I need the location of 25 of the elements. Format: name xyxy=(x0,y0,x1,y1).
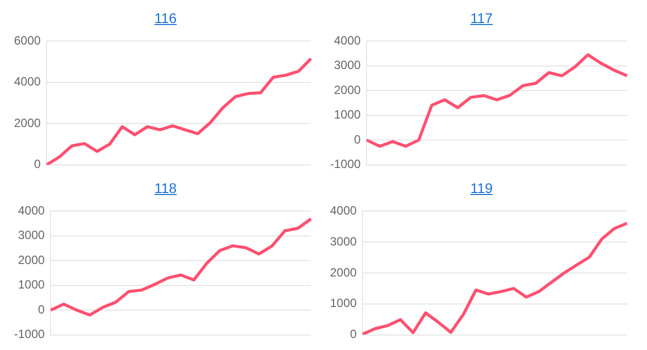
y-tick-label: 3000 xyxy=(330,234,358,248)
y-tick-label: 1000 xyxy=(334,108,362,122)
y-tick-label: 4000 xyxy=(334,34,362,48)
chart-title: 117 xyxy=(469,9,494,28)
y-tick-label: 3000 xyxy=(18,228,46,242)
y-tick-label: 1000 xyxy=(18,278,46,292)
y-tick-label: 0 xyxy=(38,302,46,316)
chart-title: 116 xyxy=(153,9,178,28)
y-tick-label: 6000 xyxy=(14,34,42,48)
y-tick-label: 0 xyxy=(354,132,362,146)
y-tick-label: 4000 xyxy=(330,204,358,218)
y-tick-label: 0 xyxy=(34,157,42,172)
y-tick-label: 2000 xyxy=(330,265,358,280)
y-tick-label: 0 xyxy=(350,327,358,342)
y-tick-label: 4000 xyxy=(18,204,46,218)
y-tick-label: -1000 xyxy=(14,327,46,342)
y-tick-label: 2000 xyxy=(14,116,42,130)
chart-title: 119 xyxy=(469,179,494,198)
y-tick-label: 2000 xyxy=(334,82,362,97)
y-tick-label: 1000 xyxy=(330,296,358,310)
y-tick-label: -1000 xyxy=(330,157,362,172)
y-tick-label: 4000 xyxy=(14,74,42,89)
y-tick-label: 3000 xyxy=(334,58,362,72)
y-tick-label: 2000 xyxy=(18,252,46,267)
chart-title: 118 xyxy=(153,179,178,198)
